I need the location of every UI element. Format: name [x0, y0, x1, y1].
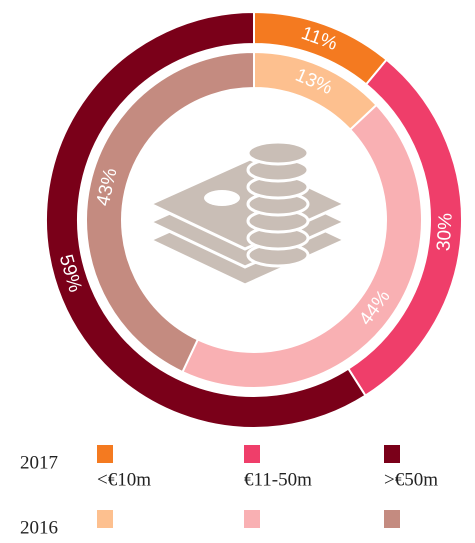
legend-series-name: 2016	[20, 517, 58, 538]
legend-label: €11-50m	[244, 469, 312, 490]
donut-segment	[45, 10, 367, 429]
legend-swatch	[97, 445, 113, 463]
legend-label: <€10m	[97, 469, 151, 490]
legend-label: >€50m	[384, 469, 438, 490]
donut-segment	[181, 103, 424, 389]
center-icon	[146, 140, 349, 287]
legend-swatch	[244, 445, 260, 463]
donut-segment	[85, 50, 255, 374]
legend-swatch	[97, 510, 113, 528]
legend-swatch	[384, 510, 400, 528]
legend-series-name: 2017	[20, 452, 58, 473]
value-label: 30%	[433, 212, 456, 251]
legend-swatch	[244, 510, 260, 528]
legend-swatch	[384, 445, 400, 463]
